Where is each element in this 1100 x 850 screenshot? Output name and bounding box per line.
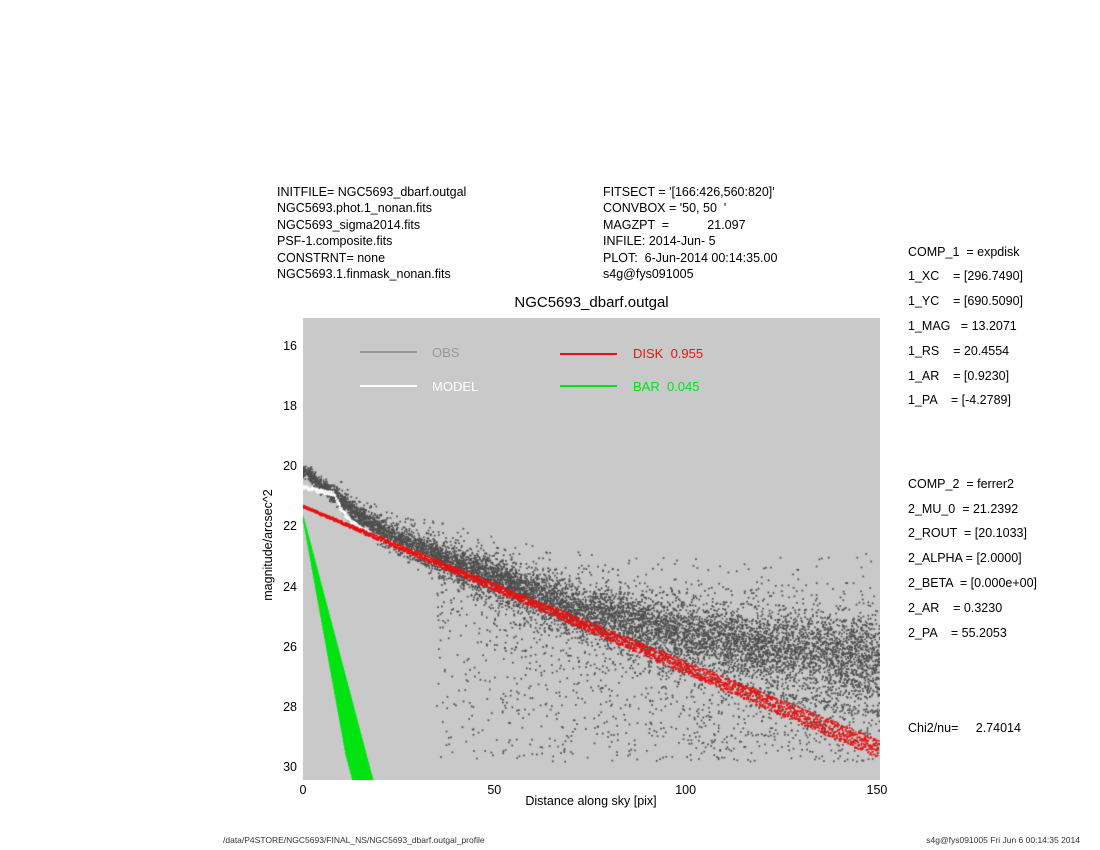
obs-legend-label: OBS [432, 345, 460, 360]
param-line: 2_AR = 0.3230 [908, 600, 1003, 615]
x-tick-label: 150 [866, 783, 888, 797]
y-tick-label: 20 [283, 459, 297, 474]
param-line: 2_ALPHA = [2.0000] [908, 551, 1022, 566]
y-tick-label: 28 [283, 700, 297, 715]
param-line: 1_PA = [-4.2789] [908, 393, 1011, 408]
x-tick-label: 50 [487, 783, 502, 797]
param-line: COMP_2 = ferrer2 [908, 476, 1014, 491]
component2-params: COMP_2 = ferrer2 2_MU_0 = 21.2392 2_ROUT =… [908, 472, 1037, 646]
bar-legend-line [560, 385, 617, 387]
obs-legend-line [360, 351, 417, 353]
y-tick-label: 26 [283, 639, 297, 654]
fit-settings-block: FITSECT = '[166:426,560:820]' CONVBOX = '… [603, 184, 777, 282]
param-line: 1_AR = [0.9230] [908, 368, 1010, 383]
y-tick-label: 16 [283, 338, 297, 353]
param-line: 2_ROUT = [20.1033] [908, 526, 1027, 541]
disk-legend-label: DISK 0.955 [633, 346, 704, 361]
param-line: 2_PA = 55.2053 [908, 625, 1007, 640]
param-line: COMP_1 = expdisk [908, 244, 1020, 259]
y-tick-label: 22 [283, 519, 297, 534]
input-file-line: INITFILE= NGC5693_dbarf.outgal [277, 185, 467, 199]
fit-setting-line: CONVBOX = '50, 50 ' [603, 201, 727, 216]
fit-parameters-panel: COMP_1 = expdisk 1_XC = [296.7490] 1_YC = … [908, 190, 1037, 790]
param-line: 2_BETA = [0.000e+00] [908, 575, 1038, 590]
x-tick-label: 100 [675, 783, 697, 797]
param-line: 1_RS = 20.4554 [908, 343, 1010, 358]
input-files-block: INITFILE= NGC5693_dbarf.outgal NGC5693.ph… [277, 184, 466, 282]
y-tick-label: 30 [283, 760, 297, 775]
x-axis-label: Distance along sky [pix] [525, 794, 657, 808]
param-line: 1_XC = [296.7490] [908, 269, 1024, 284]
input-file-line: NGC5693.phot.1_nonan.fits [277, 201, 432, 216]
model-legend-label: MODEL [432, 379, 479, 394]
profile-plot-canvas [303, 318, 880, 780]
param-line: 1_MAG = 13.2071 [908, 318, 1017, 333]
chart-title: NGC5693_dbarf.outgal [514, 294, 669, 311]
param-line: 2_MU_0 = 21.2392 [908, 501, 1019, 516]
param-line: 1_YC = [690.5090] [908, 294, 1024, 309]
model-legend-line [360, 385, 417, 387]
footer-output-path: /data/P4STORE/NGC5693/FINAL_NS/NGC5693_d… [223, 835, 485, 845]
fit-setting-line: MAGZPT = 21.097 [603, 217, 746, 232]
input-file-line: NGC5693.1.finmask_nonan.fits [277, 267, 451, 282]
y-axis-label: magnitude/arcsec^2 [261, 489, 275, 601]
y-tick-label: 24 [283, 579, 297, 594]
fit-setting-line: s4g@fys091005 [603, 267, 694, 282]
input-file-line: NGC5693_sigma2014.fits [277, 217, 421, 232]
disk-legend-line [560, 353, 617, 355]
fit-setting-line: PLOT: 6-Jun-2014 00:14:35.00 [603, 250, 778, 265]
component1-params: COMP_1 = expdisk 1_XC = [296.7490] 1_YC = … [908, 240, 1037, 414]
input-file-line: CONSTRNT= none [277, 250, 386, 265]
fit-setting-line: INFILE: 2014-Jun- 5 [603, 234, 716, 249]
x-tick-label: 0 [299, 783, 307, 797]
chi2-value: Chi2/nu= 2.74014 [908, 720, 1021, 735]
input-file-line: PSF-1.composite.fits [277, 234, 393, 249]
bar-legend-label: BAR 0.045 [633, 379, 700, 394]
footer-user-timestamp: s4g@fys091005 Fri Jun 6 00:14:35 2014 [926, 835, 1080, 845]
fit-setting-line: FITSECT = '[166:426,560:820]' [603, 185, 775, 199]
y-tick-label: 18 [283, 399, 297, 414]
